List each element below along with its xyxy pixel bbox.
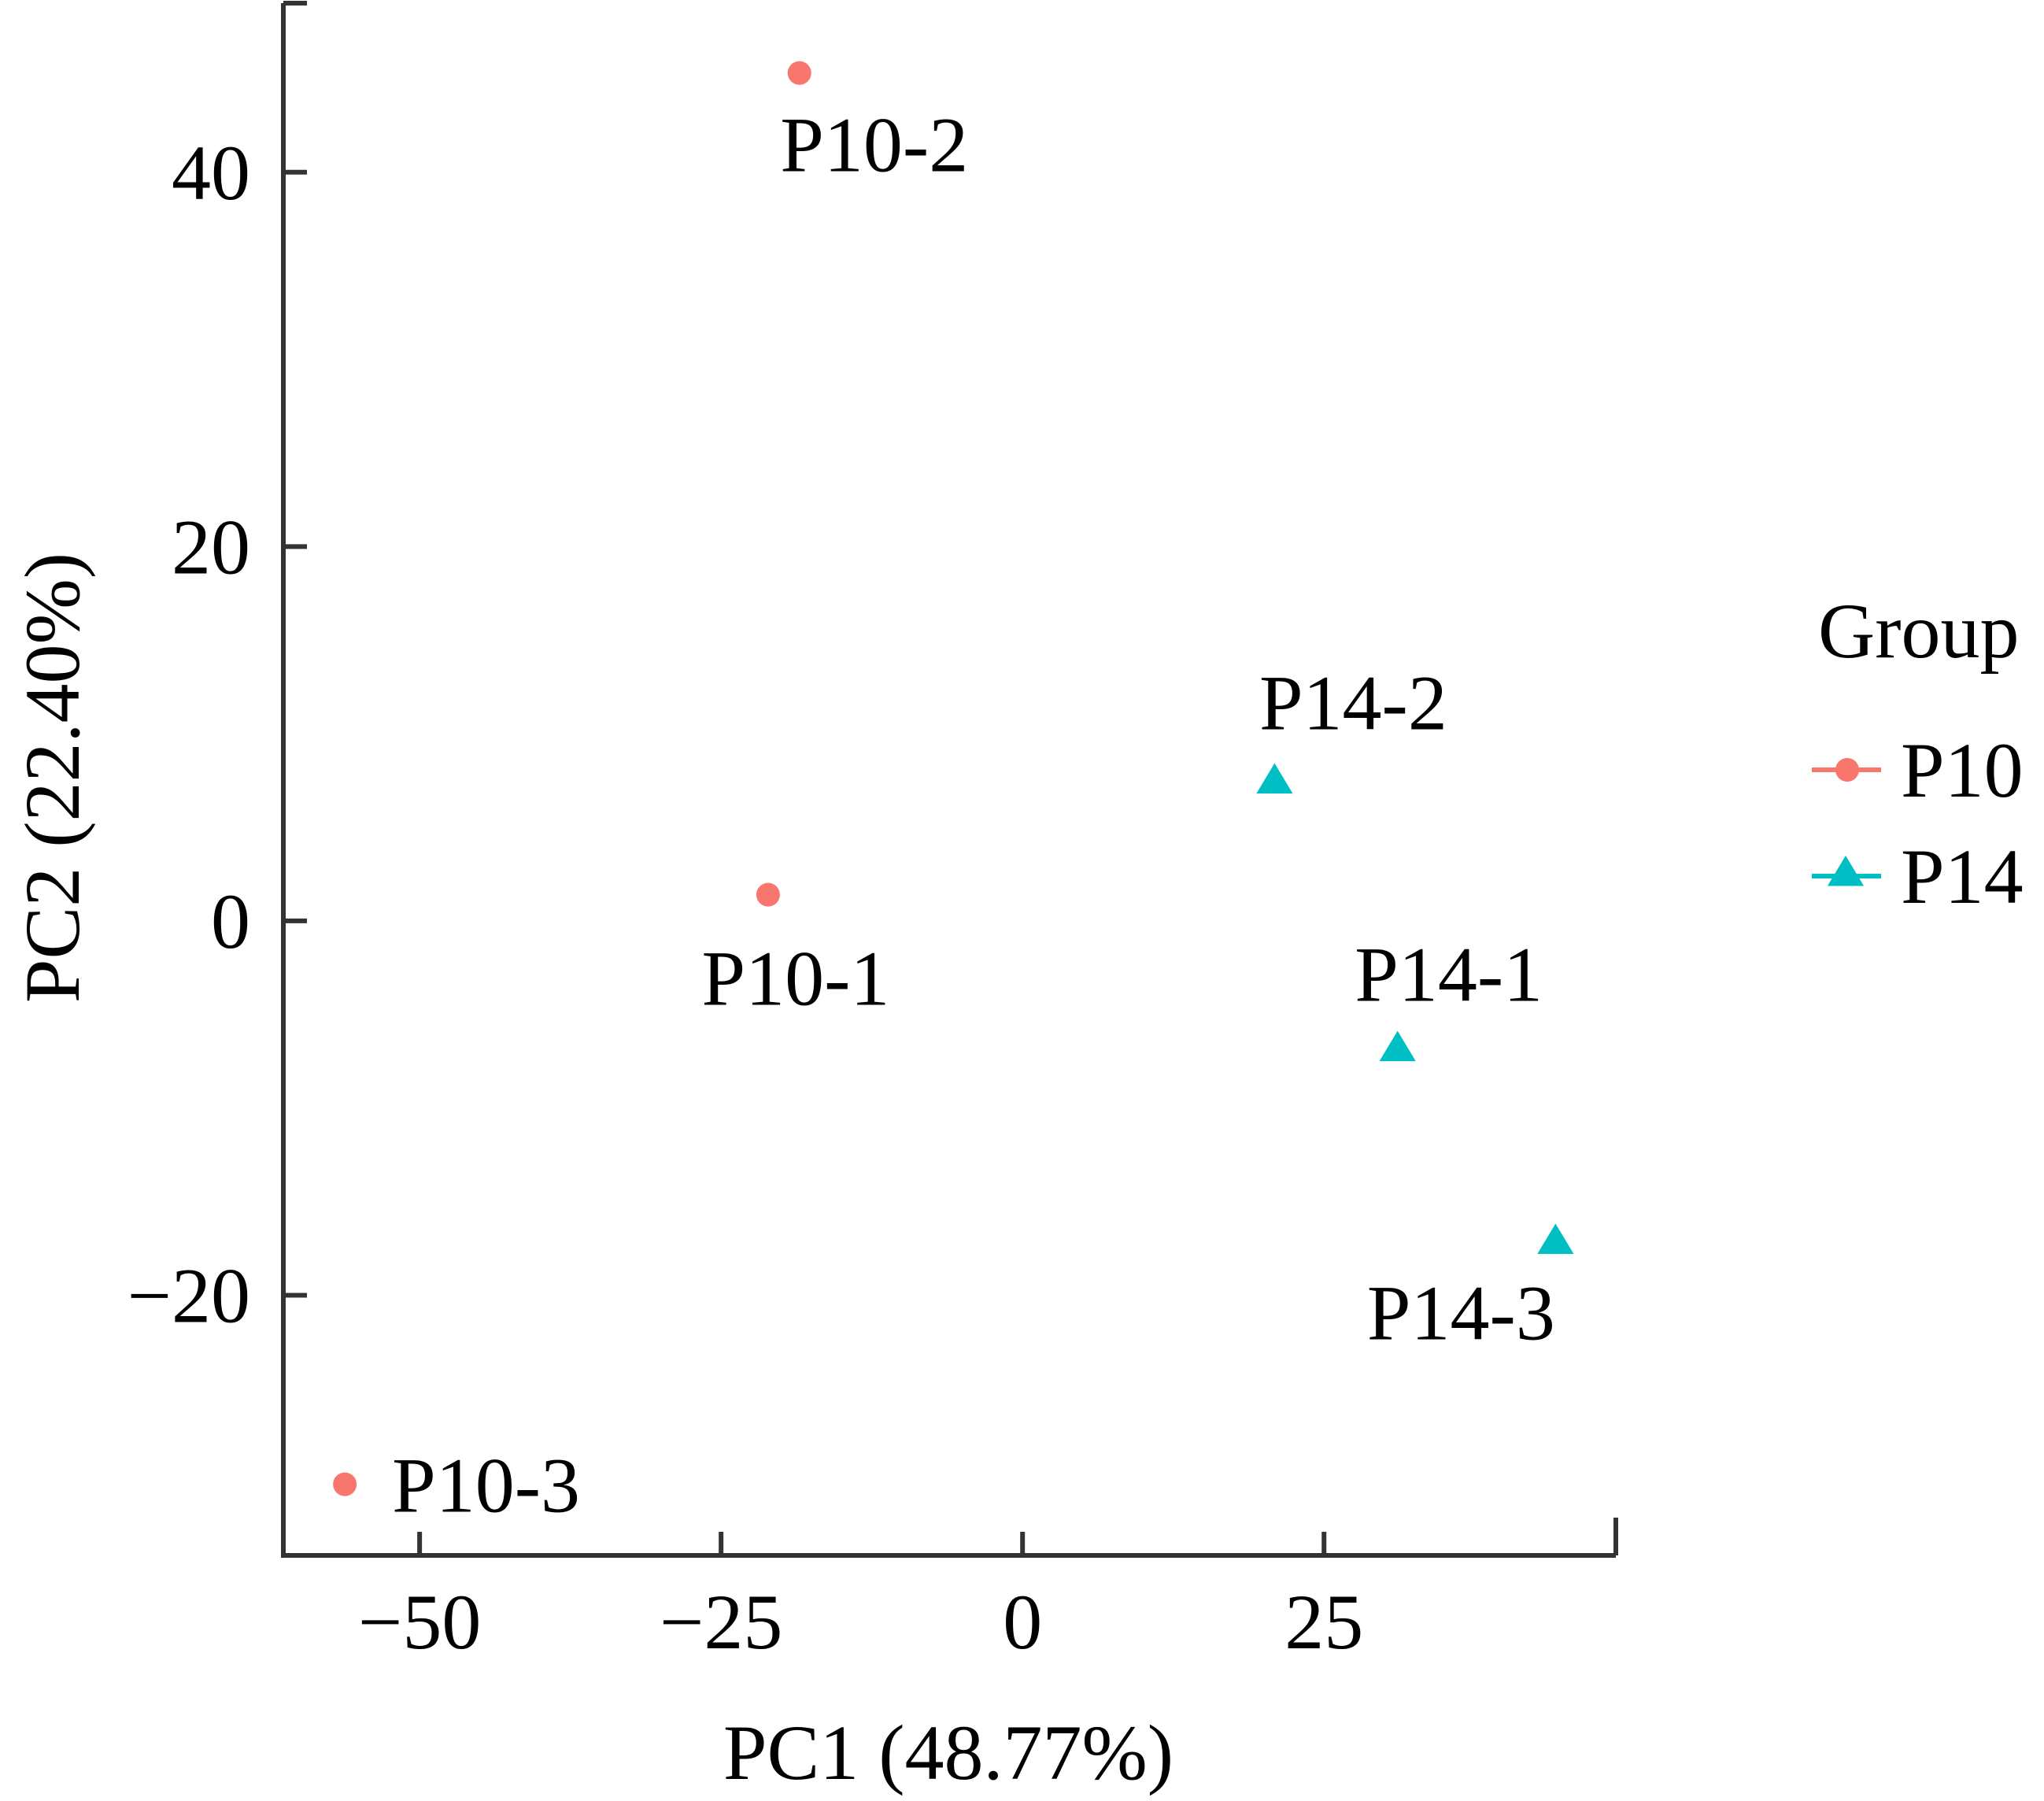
legend-item-p14: P14 [1812, 833, 2024, 920]
y-tick-label: 0 [211, 878, 250, 965]
legend-circle-icon [1835, 758, 1859, 782]
y-tick-label: 20 [172, 503, 250, 590]
x-tick-label: 0 [1003, 1578, 1042, 1666]
data-point-p14-1 [1379, 1030, 1416, 1062]
x-axis-label: PC1 (48.77%) [723, 1709, 1174, 1796]
data-point-p14-2 [1256, 763, 1293, 794]
y-axis-label: PC2 (22.40%) [9, 553, 96, 1003]
legend-label: P10 [1901, 727, 2024, 814]
data-point-p10-1 [756, 882, 780, 907]
y-tick-label: 40 [172, 129, 250, 216]
data-point-p14-3 [1537, 1223, 1574, 1255]
point-label: P14-1 [1355, 931, 1543, 1019]
data-point-p10-3 [333, 1472, 357, 1496]
legend-label: P14 [1901, 833, 2024, 920]
point-label: P14-3 [1367, 1270, 1555, 1357]
legend: Group P10 P14 [1812, 587, 2024, 920]
legend-triangle-icon [1827, 856, 1865, 886]
x-tick-label: −50 [358, 1578, 481, 1666]
legend-item-p10: P10 [1812, 727, 2024, 814]
data-point-p10-2 [787, 61, 811, 85]
axes: −50 −25 0 25 −20 0 20 40 [128, 1, 1618, 1666]
point-label: P10-2 [780, 102, 968, 189]
point-label: P10-3 [392, 1442, 580, 1529]
legend-title: Group [1818, 587, 2020, 675]
x-tick-label: −25 [660, 1578, 782, 1666]
point-label: P10-1 [701, 935, 889, 1023]
y-tick-label: −20 [128, 1252, 250, 1339]
data-points: P10-1 P10-2 P10-3 P14-1 P14-2 P14-3 [333, 61, 1574, 1529]
x-tick-label: 25 [1284, 1578, 1363, 1666]
point-label: P14-2 [1259, 660, 1447, 747]
